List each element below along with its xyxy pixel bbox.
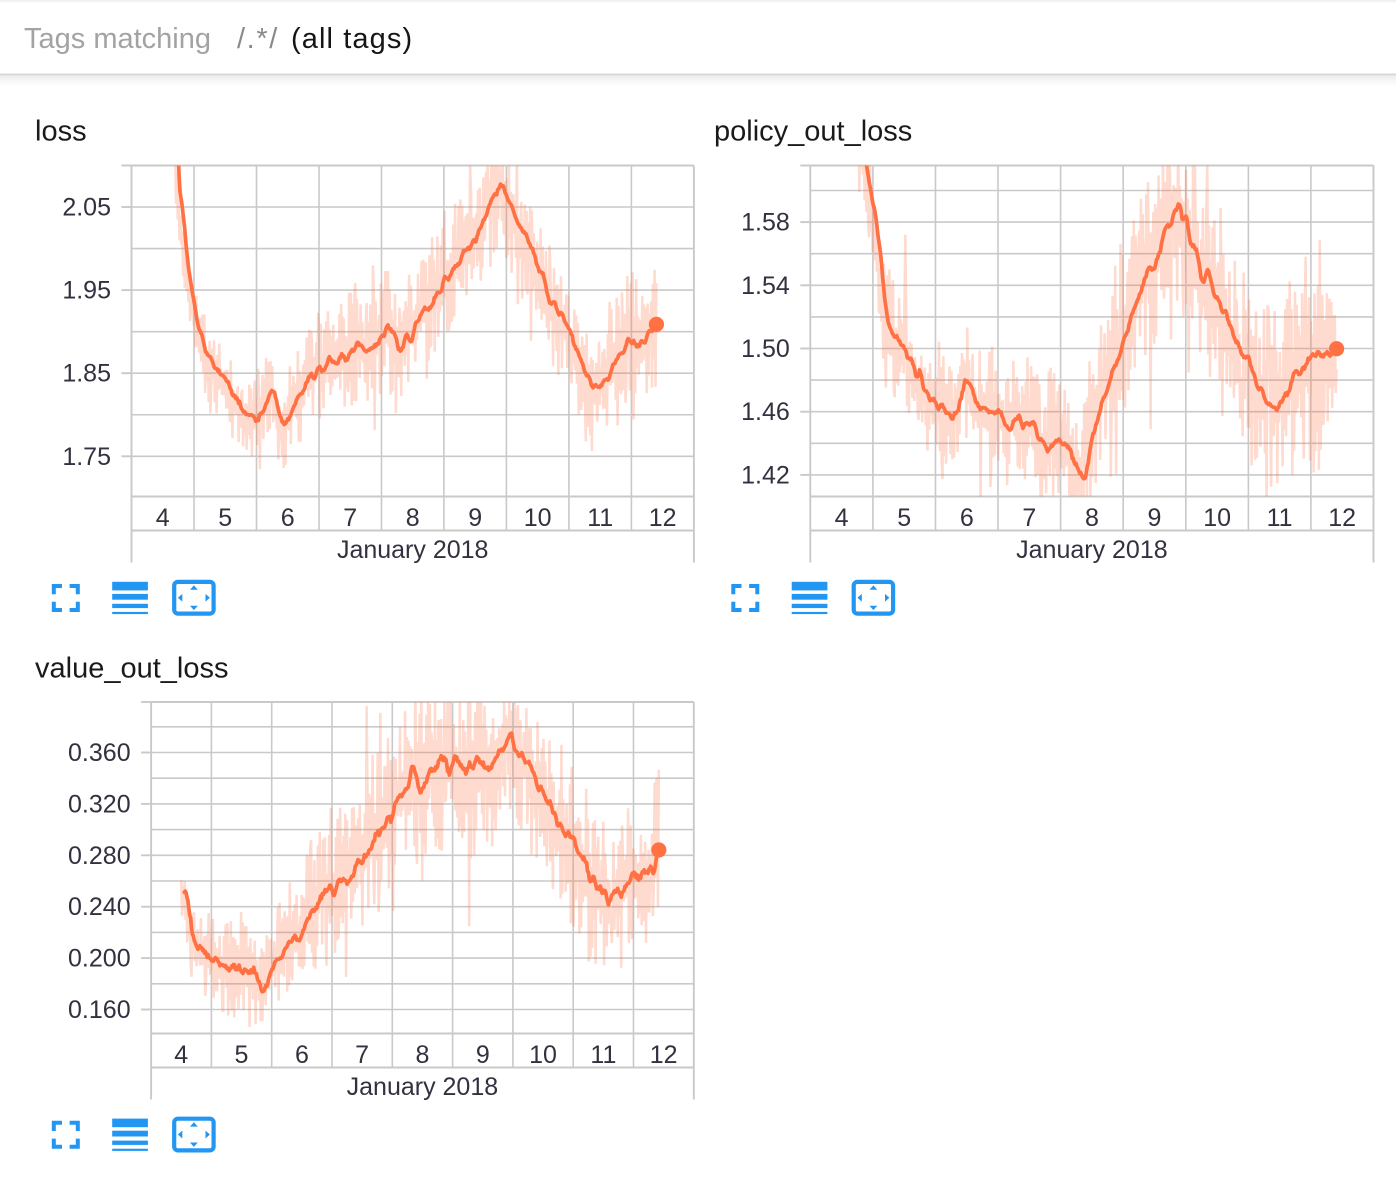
svg-text:0.320: 0.320 (68, 790, 131, 818)
svg-text:4: 4 (156, 504, 170, 532)
svg-text:11: 11 (590, 1041, 616, 1069)
svg-text:0.200: 0.200 (68, 945, 131, 973)
svg-text:9: 9 (468, 504, 482, 532)
svg-text:9: 9 (1148, 504, 1162, 532)
svg-text:value_out_loss: value_out_loss (35, 653, 228, 685)
svg-text:1.95: 1.95 (62, 277, 111, 305)
svg-text:12: 12 (649, 504, 677, 532)
svg-text:6: 6 (960, 504, 974, 532)
svg-text:1.75: 1.75 (62, 443, 111, 471)
svg-text:policy_out_loss: policy_out_loss (714, 116, 912, 148)
svg-text:10: 10 (1203, 504, 1231, 532)
svg-text:7: 7 (1022, 504, 1036, 532)
svg-text:January 2018: January 2018 (337, 536, 489, 564)
svg-text:8: 8 (1085, 504, 1099, 532)
svg-text:8: 8 (406, 504, 420, 532)
svg-text:12: 12 (650, 1041, 678, 1069)
svg-text:2.05: 2.05 (62, 194, 111, 222)
svg-text:4: 4 (835, 504, 849, 532)
svg-text:1.54: 1.54 (741, 272, 790, 300)
svg-text:0.280: 0.280 (68, 842, 131, 870)
svg-text:5: 5 (897, 504, 911, 532)
svg-text:1.50: 1.50 (741, 335, 790, 363)
svg-text:6: 6 (281, 504, 295, 532)
svg-text:11: 11 (1267, 504, 1293, 532)
svg-text:5: 5 (235, 1041, 249, 1069)
svg-text:(all tags): (all tags) (291, 23, 413, 55)
svg-text:7: 7 (343, 504, 357, 532)
svg-text:5: 5 (218, 504, 232, 532)
svg-text:loss: loss (35, 116, 87, 148)
svg-text:0.160: 0.160 (68, 996, 131, 1024)
svg-text:January 2018: January 2018 (347, 1073, 499, 1101)
svg-text:10: 10 (529, 1041, 557, 1069)
svg-text:10: 10 (524, 504, 552, 532)
svg-text:Tags matching: Tags matching (24, 23, 211, 55)
svg-text:7: 7 (355, 1041, 369, 1069)
svg-text:January 2018: January 2018 (1016, 536, 1168, 564)
svg-text:6: 6 (295, 1041, 309, 1069)
svg-text:12: 12 (1328, 504, 1356, 532)
svg-text:1.46: 1.46 (741, 398, 790, 426)
svg-text:1.85: 1.85 (62, 360, 111, 388)
svg-text:9: 9 (476, 1041, 490, 1069)
svg-text:11: 11 (587, 504, 613, 532)
svg-text:0.240: 0.240 (68, 893, 131, 921)
svg-text:/.*/: /.*/ (237, 23, 279, 55)
svg-text:0.360: 0.360 (68, 739, 131, 767)
svg-text:1.42: 1.42 (741, 461, 790, 489)
svg-text:4: 4 (174, 1041, 188, 1069)
svg-text:8: 8 (415, 1041, 429, 1069)
svg-text:1.58: 1.58 (741, 209, 790, 237)
